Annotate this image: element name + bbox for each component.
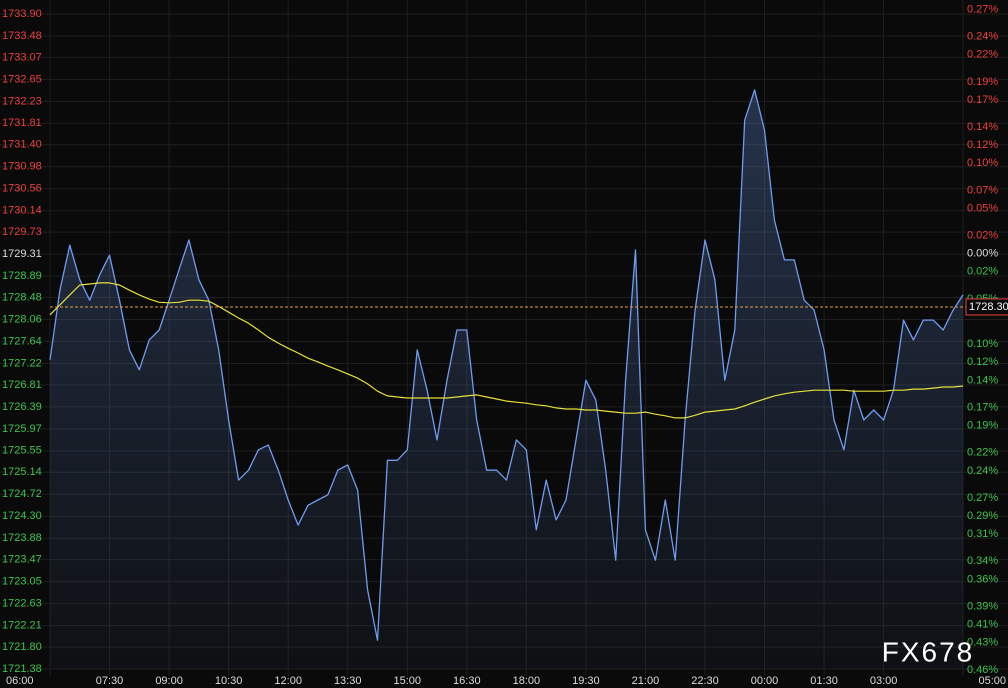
y2-tick-label: 0.12% xyxy=(967,356,998,368)
y2-tick-label: 0.07% xyxy=(967,184,998,196)
y-tick-label: 1722.21 xyxy=(2,619,42,631)
y2-tick-label: 0.14% xyxy=(967,121,998,133)
x-tick-label: 10:30 xyxy=(215,675,243,687)
x-tick-label: 09:00 xyxy=(155,675,183,687)
y-tick-label: 1730.56 xyxy=(2,183,42,195)
y2-tick-label: 0.17% xyxy=(967,94,998,106)
y-tick-label: 1724.30 xyxy=(2,510,42,522)
y-tick-label: 1721.80 xyxy=(2,641,42,653)
y2-tick-label: 0.17% xyxy=(967,401,998,413)
y2-tick-label: 0.24% xyxy=(967,31,998,43)
y2-tick-label: 0.39% xyxy=(967,600,998,612)
last-price-label: 1728.30 xyxy=(969,301,1008,313)
y2-tick-label: 0.02% xyxy=(967,230,998,242)
y2-tick-label: 0.34% xyxy=(967,555,998,567)
y-tick-label: 1727.22 xyxy=(2,357,42,369)
y-tick-label: 1723.88 xyxy=(2,532,42,544)
x-tick-label: 16:30 xyxy=(453,675,481,687)
y-tick-label: 1725.55 xyxy=(2,445,42,457)
y2-tick-label: 0.27% xyxy=(967,3,998,15)
average-line xyxy=(49,282,964,419)
y-tick-label: 1732.23 xyxy=(2,95,42,107)
y-tick-label: 1731.40 xyxy=(2,139,42,151)
y2-tick-label: 0.41% xyxy=(967,619,998,631)
y2-tick-label: 0.05% xyxy=(967,202,998,214)
y2-tick-label: 0.00% xyxy=(967,248,998,260)
y-tick-label: 1724.72 xyxy=(2,488,42,500)
y-tick-label: 1727.64 xyxy=(2,335,42,347)
x-tick-label: 21:00 xyxy=(632,675,660,687)
y-tick-label: 1728.89 xyxy=(2,270,42,282)
y-tick-label: 1723.47 xyxy=(2,554,42,566)
y2-tick-label: 0.36% xyxy=(967,573,998,585)
y-tick-label: 1731.81 xyxy=(2,117,42,129)
y2-tick-label: 0.27% xyxy=(967,492,998,504)
x-tick-label: 00:00 xyxy=(751,675,779,687)
x-tick-label: 19:30 xyxy=(572,675,600,687)
watermark: FX678 xyxy=(882,636,975,667)
x-tick-label: 06:00 xyxy=(6,675,34,687)
y2-tick-label: 0.46% xyxy=(967,664,998,676)
y-tick-label: 1732.65 xyxy=(2,73,42,85)
y-tick-label: 1725.14 xyxy=(2,466,42,478)
y2-tick-label: 0.22% xyxy=(967,49,998,61)
plot xyxy=(49,89,966,669)
last-price-box xyxy=(965,298,1008,316)
y2-tick-label: 0.19% xyxy=(967,420,998,432)
y-tick-label: 1730.14 xyxy=(2,205,42,217)
x-tick-label: 13:30 xyxy=(334,675,362,687)
y2-tick-label: 0.22% xyxy=(967,447,998,459)
y-tick-label: 1726.81 xyxy=(2,379,42,391)
y-tick-label: 1726.39 xyxy=(2,401,42,413)
x-tick-label: 15:00 xyxy=(393,675,421,687)
y2-tick-label: 0.02% xyxy=(967,266,998,278)
y-tick-label: 1728.06 xyxy=(2,313,42,325)
y-tick-label: 1728.48 xyxy=(2,291,42,303)
y2-tick-label: 0.10% xyxy=(967,157,998,169)
x-tick-label: 01:30 xyxy=(810,675,838,687)
x-tick-label: 05:00 xyxy=(978,675,1006,687)
price-area xyxy=(50,89,963,669)
y2-tick-label: 0.43% xyxy=(967,637,998,649)
y-tick-label: 1725.97 xyxy=(2,423,42,435)
y-tick-label: 1729.73 xyxy=(2,226,42,238)
x-tick-label: 18:00 xyxy=(513,675,541,687)
x-tick-label: 12:00 xyxy=(274,675,302,687)
y-tick-label: 1723.05 xyxy=(2,576,42,588)
y2-tick-label: 0.24% xyxy=(967,465,998,477)
labels: 1733.90 1733.48 1733.07 1732.65 1732.23 1731.… xyxy=(2,3,1008,687)
y-tick-label: 1721.38 xyxy=(2,663,42,675)
x-tick-label: 03:00 xyxy=(870,675,898,687)
y-tick-label: 1722.63 xyxy=(2,598,42,610)
y-tick-label: 1733.90 xyxy=(2,8,42,20)
y-tick-label: 1729.31 xyxy=(2,248,42,260)
y2-tick-label: 0.10% xyxy=(967,338,998,350)
y-tick-label: 1730.98 xyxy=(2,161,42,173)
x-tick-label: 22:30 xyxy=(691,675,719,687)
x-tick-label: 07:30 xyxy=(96,675,124,687)
y2-tick-label: 0.31% xyxy=(967,528,998,540)
y-tick-label: 1733.48 xyxy=(2,30,42,42)
y2-tick-label: 0.14% xyxy=(967,374,998,386)
y2-tick-label: 0.29% xyxy=(967,510,998,522)
y2-tick-label: 0.12% xyxy=(967,139,998,151)
y2-tick-label: 0.19% xyxy=(967,76,998,88)
y-tick-label: 1733.07 xyxy=(2,51,42,63)
